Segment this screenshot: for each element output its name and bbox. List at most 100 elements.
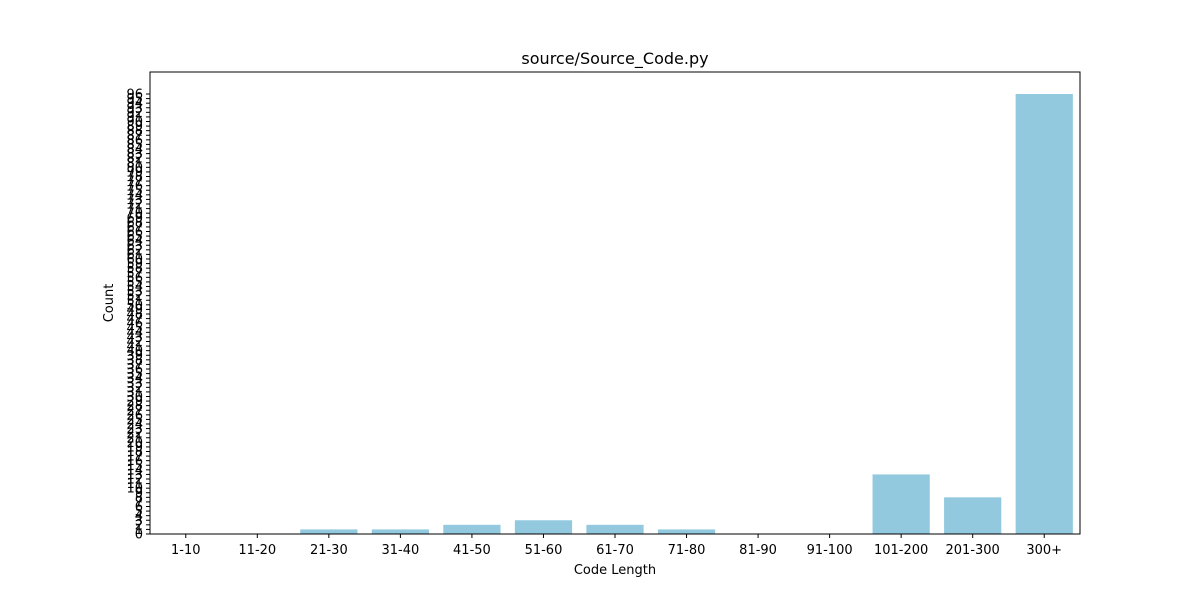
x-tick-label: 41-50: [453, 543, 491, 558]
y-tick-label: 2: [135, 518, 143, 533]
y-tick-label: 62: [126, 243, 143, 258]
y-tick-label: 60: [126, 253, 143, 268]
y-tick-label: 69: [126, 211, 143, 226]
y-axis-ticks: 0123456789101112131415161718192021222324…: [126, 88, 150, 543]
y-tick-label: 3: [135, 514, 143, 529]
y-tick-label: 27: [126, 404, 143, 419]
y-tick-label: 28: [126, 399, 143, 414]
y-tick-label: 78: [126, 170, 143, 185]
x-tick-label: 91-100: [807, 543, 853, 558]
y-tick-label: 35: [126, 367, 143, 382]
y-tick-label: 49: [126, 303, 143, 318]
y-tick-label: 6: [135, 500, 143, 515]
y-tick-label: 9: [135, 486, 143, 501]
x-tick-label: 11-20: [238, 543, 276, 558]
bar-101-200: [872, 474, 930, 534]
y-tick-label: 83: [126, 147, 143, 162]
y-tick-label: 32: [126, 381, 143, 396]
y-tick-label: 20: [126, 436, 143, 451]
y-tick-label: 95: [126, 92, 143, 107]
y-tick-label: 16: [126, 454, 143, 469]
y-tick-label: 5: [135, 505, 143, 520]
y-tick-label: 13: [126, 468, 143, 483]
y-tick-label: 7: [135, 495, 143, 510]
y-tick-label: 92: [126, 106, 143, 121]
y-tick-label: 10: [126, 482, 143, 497]
y-tick-label: 19: [126, 440, 143, 455]
y-tick-label: 77: [126, 175, 143, 190]
x-tick-label: 21-30: [310, 543, 348, 558]
x-axis-label: Code Length: [574, 563, 656, 578]
x-tick-label: 300+: [1026, 543, 1062, 558]
y-tick-label: 53: [126, 285, 143, 300]
bar-21-30: [300, 529, 358, 534]
y-tick-label: 23: [126, 422, 143, 437]
x-tick-label: 51-60: [525, 543, 563, 558]
y-tick-label: 66: [126, 225, 143, 240]
y-tick-label: 31: [126, 385, 143, 400]
y-tick-label: 29: [126, 395, 143, 410]
y-tick-label: 86: [126, 133, 143, 148]
bar-51-60: [514, 520, 573, 534]
bar-71-80: [657, 529, 716, 534]
y-tick-label: 57: [126, 266, 143, 281]
y-tick-label: 88: [126, 124, 143, 139]
y-tick-label: 73: [126, 193, 143, 208]
y-tick-label: 56: [126, 271, 143, 286]
y-tick-label: 90: [126, 115, 143, 130]
y-tick-label: 34: [126, 372, 143, 387]
y-tick-label: 33: [126, 376, 143, 391]
y-tick-label: 54: [126, 280, 143, 295]
y-tick-label: 58: [126, 262, 143, 277]
y-tick-label: 74: [126, 188, 143, 203]
y-tick-label: 37: [126, 358, 143, 373]
y-tick-label: 39: [126, 349, 143, 364]
y-tick-label: 85: [126, 138, 143, 153]
y-tick-label: 36: [126, 363, 143, 378]
y-tick-label: 80: [126, 161, 143, 176]
y-tick-label: 18: [126, 445, 143, 460]
bar-201-300: [944, 497, 1002, 534]
x-tick-label: 81-90: [739, 543, 777, 558]
chart-title: source/Source_Code.py: [521, 49, 708, 69]
y-tick-label: 15: [126, 459, 143, 474]
x-tick-label: 201-300: [946, 543, 1000, 558]
x-tick-label: 1-10: [171, 543, 201, 558]
bar-41-50: [443, 524, 501, 534]
y-tick-label: 79: [126, 165, 143, 180]
y-tick-label: 12: [126, 473, 143, 488]
y-tick-label: 70: [126, 207, 143, 222]
y-tick-label: 14: [126, 463, 143, 478]
y-tick-label: 76: [126, 179, 143, 194]
y-tick-label: 0: [135, 528, 143, 543]
y-tick-label: 93: [126, 101, 143, 116]
y-tick-label: 89: [126, 120, 143, 135]
y-tick-label: 38: [126, 353, 143, 368]
y-tick-label: 87: [126, 129, 143, 144]
y-tick-label: 65: [126, 230, 143, 245]
x-tick-label: 61-70: [596, 543, 634, 558]
y-tick-label: 94: [126, 97, 143, 112]
bar-300+: [1015, 94, 1073, 534]
y-tick-label: 48: [126, 308, 143, 323]
bar-61-70: [586, 524, 644, 534]
y-tick-label: 52: [126, 289, 143, 304]
y-tick-label: 75: [126, 184, 143, 199]
y-tick-label: 41: [126, 340, 143, 355]
y-tick-label: 55: [126, 275, 143, 290]
y-tick-label: 43: [126, 330, 143, 345]
x-axis-ticks: 1-10 11-20 21-30 31-40 41-50 51-60 61-70 71-80 8…: [171, 534, 1062, 558]
y-tick-label: 1: [135, 523, 143, 538]
bars-layer: [300, 94, 1073, 534]
plot-frame: [149, 71, 1081, 535]
y-tick-label: 96: [126, 88, 143, 103]
y-axis-label: Count: [102, 284, 117, 323]
y-tick-label: 82: [126, 152, 143, 167]
y-tick-label: 25: [126, 413, 143, 428]
y-tick-label: 59: [126, 257, 143, 272]
x-tick-label: 101-200: [874, 543, 928, 558]
y-tick-label: 71: [126, 202, 143, 217]
y-tick-label: 68: [126, 216, 143, 231]
y-tick-label: 81: [126, 156, 143, 171]
